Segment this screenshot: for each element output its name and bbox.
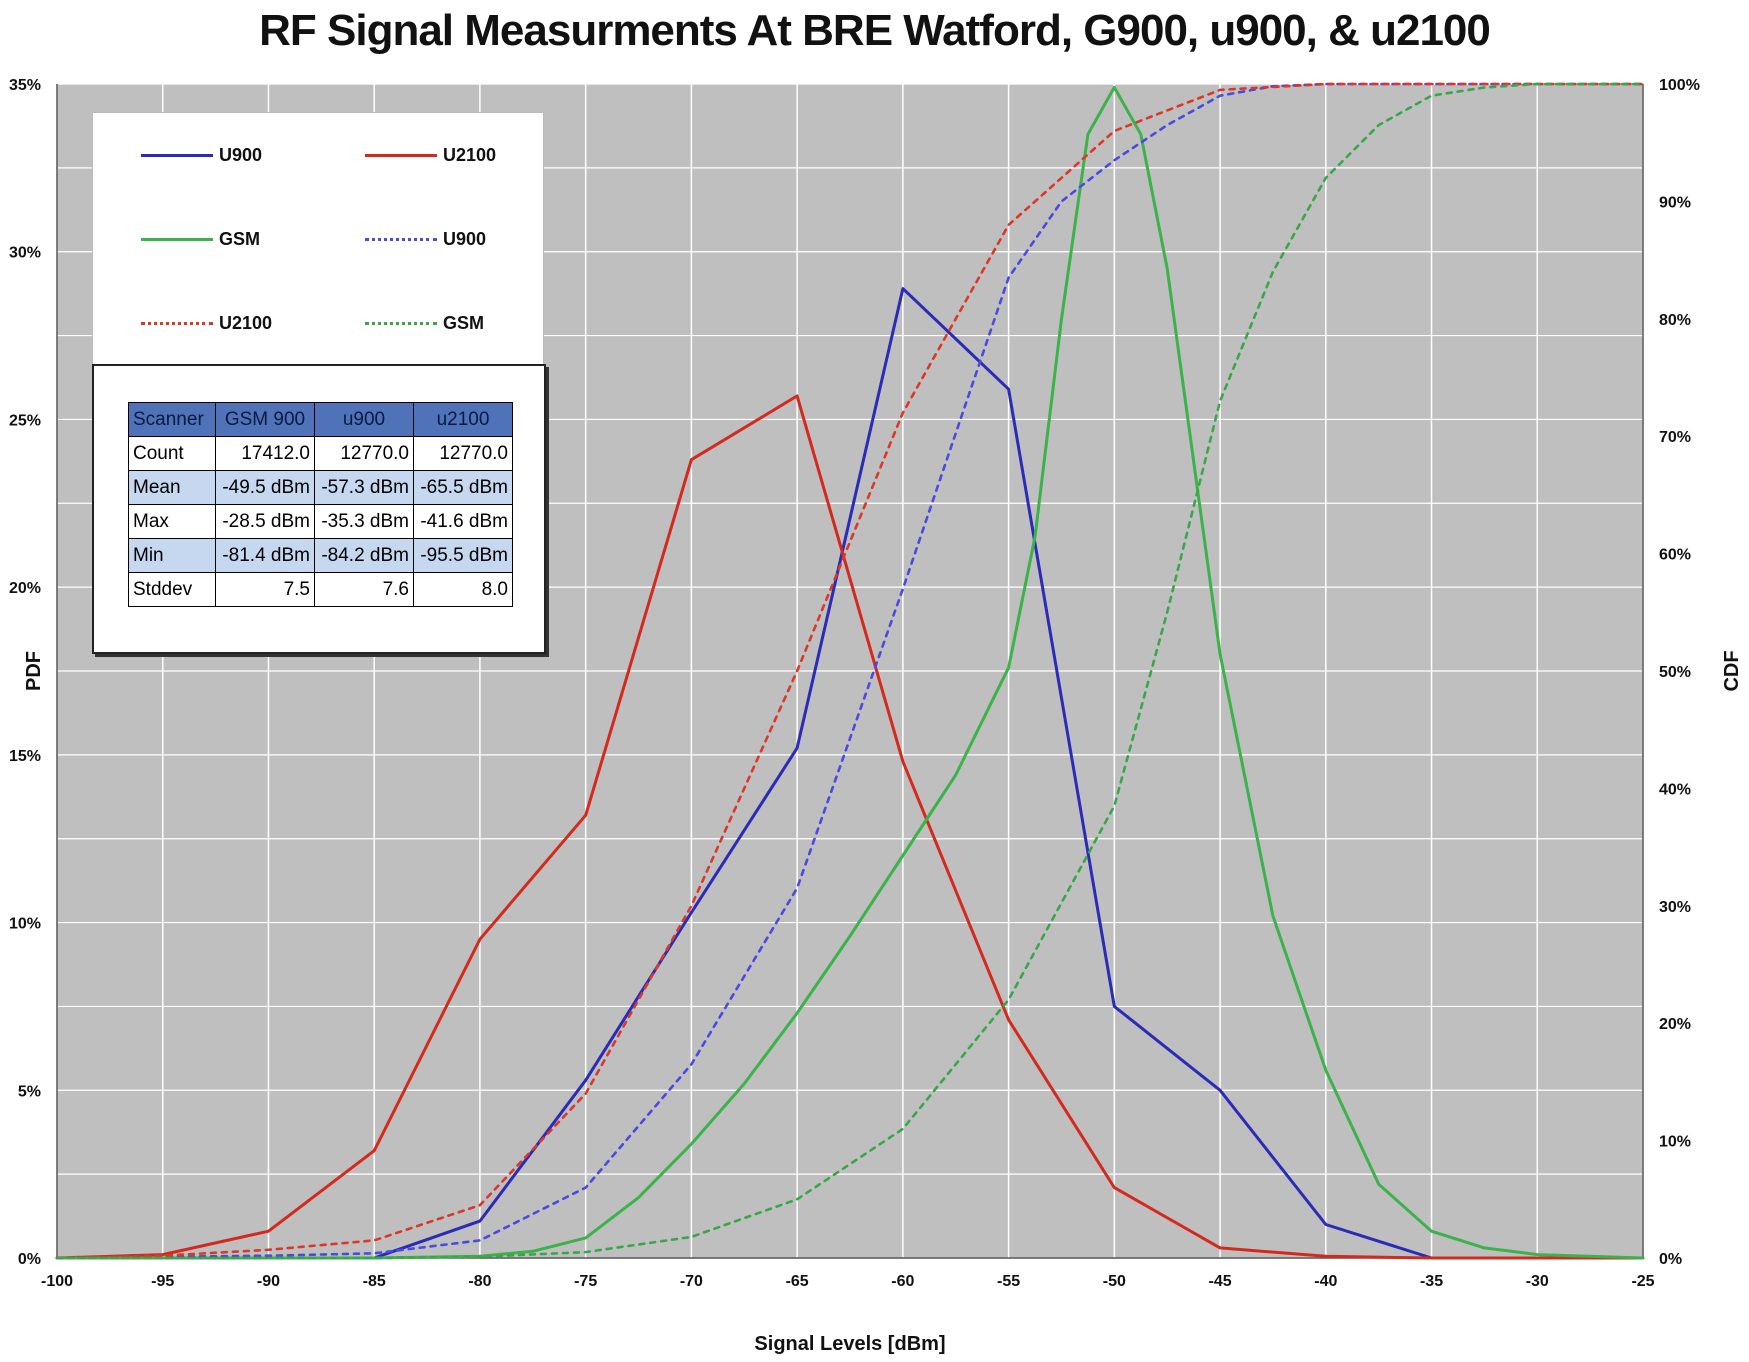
x-tick-label: -40 [1314,1273,1337,1290]
x-tick-label: -100 [41,1273,73,1290]
header-cell: Scanner [128,402,216,437]
table-cell: 8.0 [413,572,513,607]
y-tick-label: 5% [18,1083,41,1100]
legend-item-gsm-cdf: GSM [365,311,484,335]
legend-swatch [141,321,213,325]
legend-swatch [365,321,437,325]
x-tick-label: -50 [1103,1273,1126,1290]
x-axis-title: Signal Levels [dBm] [754,1333,945,1355]
y-axis-ticks: 0% 5% 10% 15% 20% 25% 30% 35% [9,77,41,1268]
x-axis-ticks: -100 -95 -90 -85 -80 -75 -70 -65 -60 -55 -50 -45 -40… [41,1273,1655,1290]
y2-tick-label: 40% [1659,781,1691,798]
table-cell: -41.6 dBm [413,504,513,539]
table-cell: -49.5 dBm [215,470,315,505]
x-tick-label: -55 [997,1273,1020,1290]
x-tick-label: -35 [1420,1273,1443,1290]
series-line-gsm-cdf [55,82,1645,1260]
table-row: Min -81.4 dBm -84.2 dBm -95.5 dBm [128,538,513,573]
legend-label: GSM [219,228,261,249]
x-tick-label: -25 [1631,1273,1654,1290]
legend-label: U900 [443,228,487,249]
y2-tick-label: 100% [1659,77,1700,94]
y-tick-label: 35% [9,77,41,94]
table-cell: -65.5 dBm [413,470,513,505]
y2-tick-label: 0% [1659,1251,1682,1268]
statistics-panel: Scanner GSM 900 u900 u2100 Count 17412.0… [92,364,546,654]
row-label: Min [128,538,216,573]
legend-swatch [365,153,437,157]
legend-item-u2100-cdf: U2100 [141,311,272,335]
x-tick-label: -95 [151,1273,174,1290]
y2-tick-label: 50% [1659,664,1691,681]
row-label: Max [128,504,216,539]
table-header-row: Scanner GSM 900 u900 u2100 [128,402,513,437]
chart-title: RF Signal Measurments At BRE Watford, G9… [259,6,1491,55]
series-line-u2100-pdf [55,394,1645,1260]
legend-swatch [141,153,213,157]
header-cell: u900 [314,402,414,437]
table-row: Max -28.5 dBm -35.3 dBm -41.6 dBm [128,504,513,539]
row-label: Stddev [128,572,216,607]
y2-tick-label: 60% [1659,547,1691,564]
legend: U900 U2100 GSM U900 U2100 GSM [92,112,544,366]
legend-label: U900 [219,144,263,165]
x-tick-label: -85 [363,1273,386,1290]
series-line-u900-cdf [55,82,1645,1260]
legend-label: U2100 [219,312,273,333]
table-cell: 7.5 [215,572,315,607]
legend-item-gsm-pdf: GSM [141,227,260,251]
y2-tick-label: 10% [1659,1134,1691,1151]
table-cell: 7.6 [314,572,414,607]
y-tick-label: 30% [9,245,41,262]
series-line-u2100-cdf [55,82,1645,1260]
table-row: Count 17412.0 12770.0 12770.0 [128,436,513,471]
table-cell: -95.5 dBm [413,538,513,573]
header-cell: GSM 900 [215,402,315,437]
x-tick-label: -90 [257,1273,280,1290]
legend-item-u2100-pdf: U2100 [365,143,496,167]
y-axis-title: PDF [23,651,45,691]
legend-swatch [141,237,213,241]
legend-label: U2100 [443,144,497,165]
x-tick-label: -30 [1526,1273,1549,1290]
legend-item-u900-cdf: U900 [365,227,486,251]
table-row: Mean -49.5 dBm -57.3 dBm -65.5 dBm [128,470,513,505]
x-tick-label: -80 [468,1273,491,1290]
table-cell: 17412.0 [215,436,315,471]
y2-tick-label: 90% [1659,194,1691,211]
statistics-table: Scanner GSM 900 u900 u2100 Count 17412.0… [128,402,513,607]
y2-axis-title: CDF [1721,650,1743,691]
row-label: Mean [128,470,216,505]
y-tick-label: 20% [9,580,41,597]
table-cell: -84.2 dBm [314,538,414,573]
y-tick-label: 10% [9,916,41,933]
legend-item-u900-pdf: U900 [141,143,262,167]
x-tick-label: -75 [574,1273,597,1290]
y-tick-label: 15% [9,748,41,765]
y-tick-label: 0% [18,1251,41,1268]
table-cell: -35.3 dBm [314,504,414,539]
table-cell: -28.5 dBm [215,504,315,539]
series-line-gsm-pdf [55,85,1645,1260]
series-lines [55,82,1645,1260]
y2-tick-label: 20% [1659,1016,1691,1033]
y2-axis-ticks: 0% 10% 20% 30% 40% 50% 60% 70% 80% 90% 100% [1659,77,1700,1268]
x-tick-label: -45 [1209,1273,1232,1290]
table-row: Stddev 7.5 7.6 8.0 [128,572,513,607]
header-cell: u2100 [413,402,513,437]
y2-tick-label: 30% [1659,899,1691,916]
x-tick-label: -65 [786,1273,809,1290]
y2-tick-label: 70% [1659,429,1691,446]
y2-tick-label: 80% [1659,312,1691,329]
legend-swatch [365,237,437,241]
x-tick-label: -60 [891,1273,914,1290]
table-cell: -81.4 dBm [215,538,315,573]
legend-label: GSM [443,312,485,333]
table-cell: 12770.0 [413,436,513,471]
table-cell: -57.3 dBm [314,470,414,505]
row-label: Count [128,436,216,471]
x-tick-label: -70 [680,1273,703,1290]
y-tick-label: 25% [9,412,41,429]
table-cell: 12770.0 [314,436,414,471]
